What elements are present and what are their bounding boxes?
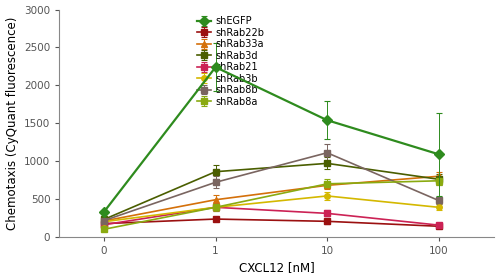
X-axis label: CXCL12 [nM]: CXCL12 [nM]: [239, 262, 315, 274]
Y-axis label: Chemotaxis (CyQuant fluorescence): Chemotaxis (CyQuant fluorescence): [6, 17, 18, 230]
Legend: shEGFP, shRab22b, shRab33a, shRab3d, shRab21, shRab3b, shRab8b, shRab8a: shEGFP, shRab22b, shRab33a, shRab3d, shR…: [195, 14, 266, 109]
